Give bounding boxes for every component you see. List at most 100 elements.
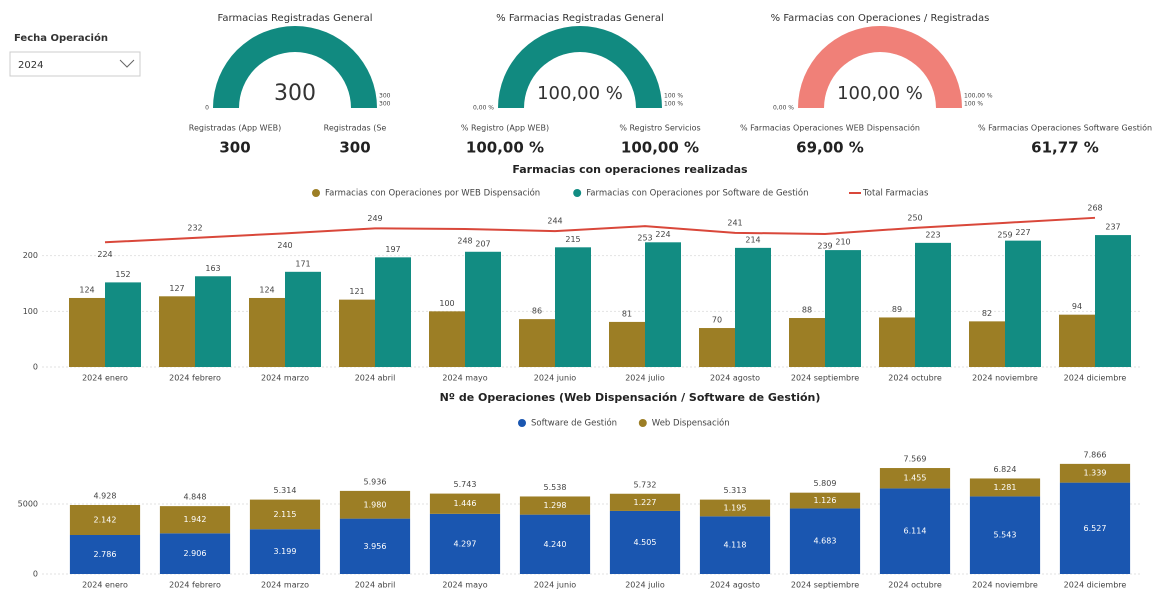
card-label: Registradas (App WEB) xyxy=(189,124,281,133)
data-label: 89 xyxy=(892,305,902,314)
total-label: 5.314 xyxy=(274,486,297,495)
x-tick-label: 2024 mayo xyxy=(442,581,487,590)
y-tick-label: 200 xyxy=(23,251,38,260)
data-label: 127 xyxy=(169,284,184,293)
bar xyxy=(159,296,195,367)
data-label: 250 xyxy=(907,213,922,222)
data-label: 239 xyxy=(817,241,832,250)
bar-segment xyxy=(159,506,231,534)
data-label: 121 xyxy=(349,287,364,296)
data-label: 1.227 xyxy=(634,498,657,507)
bar xyxy=(699,328,735,367)
data-label: 81 xyxy=(622,309,632,318)
data-label: 4.505 xyxy=(634,538,657,547)
bar-segment xyxy=(699,499,771,517)
bar-segment xyxy=(339,518,411,574)
legend-label: Total Farmacias xyxy=(862,189,929,199)
filter-label: Fecha Operación xyxy=(14,32,108,44)
x-tick-label: 2024 septiembre xyxy=(791,374,859,383)
data-label: 88 xyxy=(802,306,812,315)
gauge-fill xyxy=(213,26,377,108)
data-label: 4.683 xyxy=(814,537,837,546)
data-label: 244 xyxy=(547,217,562,226)
gauge-value: 300 xyxy=(274,81,316,106)
bar xyxy=(105,282,141,367)
data-label: 1.455 xyxy=(904,474,927,483)
data-label: 1.339 xyxy=(1084,469,1107,478)
card-label: % Registro (App WEB) xyxy=(461,124,549,133)
bar-segment xyxy=(159,533,231,574)
data-label: 86 xyxy=(532,307,542,316)
x-tick-label: 2024 junio xyxy=(534,374,576,383)
data-label: 223 xyxy=(925,230,940,239)
bar-segment xyxy=(519,496,591,515)
legend-swatch xyxy=(638,419,647,427)
legend-label: Farmacias con Operaciones por WEB Dispen… xyxy=(325,188,540,199)
card-value: 61,77 % xyxy=(1031,139,1099,157)
x-tick-label: 2024 noviembre xyxy=(972,374,1038,383)
data-label: 227 xyxy=(1015,228,1030,237)
x-tick-label: 2024 mayo xyxy=(442,374,487,383)
data-label: 1.980 xyxy=(364,500,387,509)
gauge-title: % Farmacias con Operaciones / Registrada… xyxy=(771,13,990,24)
data-label: 240 xyxy=(277,241,292,250)
gauge-min: 0,00 % xyxy=(473,105,494,112)
bar xyxy=(555,247,591,367)
bar xyxy=(465,251,501,367)
card-label: Registradas (Se xyxy=(324,124,387,133)
x-tick-label: 2024 octubre xyxy=(888,374,942,383)
data-label: 207 xyxy=(475,239,490,248)
bar xyxy=(375,257,411,367)
bar-segment xyxy=(69,534,141,574)
total-label: 6.824 xyxy=(994,465,1017,474)
bar-segment xyxy=(789,492,861,509)
total-label: 5.936 xyxy=(364,477,387,486)
data-label: 82 xyxy=(982,309,992,318)
x-tick-label: 2024 junio xyxy=(534,581,576,590)
gauge-target: 300 xyxy=(379,101,391,108)
data-label: 2.115 xyxy=(274,510,297,519)
bar xyxy=(609,321,645,367)
bar xyxy=(519,319,555,367)
gauge-fill xyxy=(798,26,962,108)
data-label: 3.199 xyxy=(274,547,297,556)
bar-segment xyxy=(1059,463,1131,483)
dropdown-chevron[interactable] xyxy=(119,59,135,68)
data-label: 1.126 xyxy=(814,496,837,505)
filter-dropdown[interactable] xyxy=(9,51,141,77)
filter-value[interactable]: 2024 xyxy=(18,60,43,71)
data-label: 4.297 xyxy=(454,539,477,548)
total-label: 5.732 xyxy=(634,480,657,489)
data-label: 232 xyxy=(187,223,202,232)
x-tick-label: 2024 enero xyxy=(82,581,128,590)
data-label: 224 xyxy=(97,250,112,259)
bar xyxy=(249,297,285,367)
card-value: 300 xyxy=(219,139,250,157)
chart-title: Nº de Operaciones (Web Dispensación / So… xyxy=(440,391,821,404)
bar xyxy=(879,317,915,367)
bar-segment xyxy=(249,529,321,574)
x-tick-label: 2024 febrero xyxy=(169,374,221,383)
line xyxy=(104,216,1096,244)
gauge-title: % Farmacias Registradas General xyxy=(496,13,664,24)
card-value: 100,00 % xyxy=(621,139,699,157)
data-label: 2.786 xyxy=(94,550,117,559)
bar xyxy=(1059,314,1095,367)
bar-segment xyxy=(969,496,1041,574)
x-tick-label: 2024 febrero xyxy=(169,581,221,590)
bar-segment xyxy=(879,468,951,489)
bar-segment xyxy=(519,514,591,574)
data-label: 152 xyxy=(115,270,130,279)
card-label: % Farmacias Operaciones Software Gestión xyxy=(978,123,1152,133)
bar-segment xyxy=(339,490,411,519)
bar xyxy=(1095,235,1131,367)
bar xyxy=(1005,240,1041,367)
card-value: 69,00 % xyxy=(796,139,864,157)
data-label: 237 xyxy=(1105,223,1120,232)
data-label: 253 xyxy=(637,234,652,243)
bar xyxy=(969,321,1005,367)
data-label: 94 xyxy=(1072,302,1082,311)
bar-segment xyxy=(249,499,321,530)
legend-swatch xyxy=(312,189,320,197)
